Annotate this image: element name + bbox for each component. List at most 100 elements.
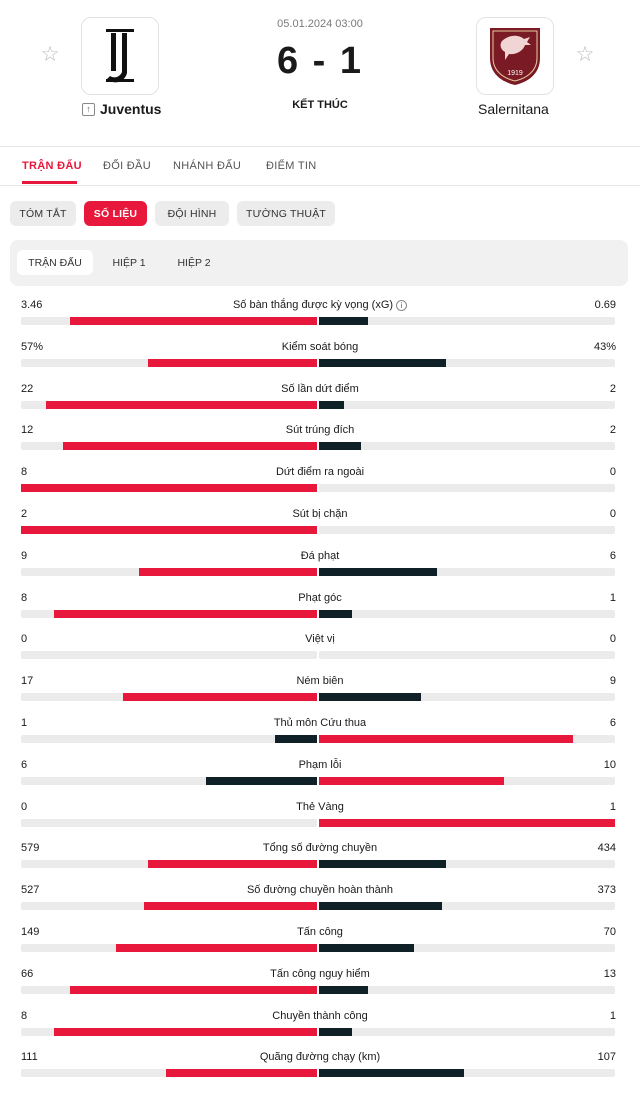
stat-home-value: 57% <box>21 341 44 353</box>
stat-row: 111 Quãng đường chạy (km) 107 <box>0 1042 640 1084</box>
stat-away-bar-track <box>319 317 615 325</box>
stat-home-value: 579 <box>21 842 40 854</box>
stat-away-value: 6 <box>609 550 616 562</box>
stat-row: 6 Phạm lỗi 10 <box>0 750 640 792</box>
stat-row: 12 Sút trúng đích 2 <box>0 415 640 457</box>
stat-home-bar-track <box>21 986 317 994</box>
stat-label: Phạm lỗi <box>120 759 520 771</box>
subtab-summary[interactable]: TÓM TẮT <box>10 201 76 226</box>
stat-home-value: 17 <box>21 675 34 687</box>
stat-label: Thẻ Vàng <box>120 801 520 813</box>
stat-home-value: 527 <box>21 884 40 896</box>
stat-home-bar <box>21 484 317 492</box>
stat-home-value: 2 <box>21 508 28 520</box>
stat-away-bar <box>319 986 368 994</box>
period-first-half[interactable]: HIỆP 1 <box>112 256 146 269</box>
stat-home-bar-track <box>21 610 317 618</box>
stat-away-bar-track <box>319 860 615 868</box>
stat-home-bar-track <box>21 902 317 910</box>
stat-away-bar <box>319 735 573 743</box>
stat-home-value: 149 <box>21 926 40 938</box>
stat-home-bar <box>144 902 317 910</box>
stat-home-value: 9 <box>21 550 28 562</box>
stat-away-bar <box>319 819 615 827</box>
stat-home-value: 12 <box>21 424 34 436</box>
match-status: KẾT THÚC <box>292 99 348 111</box>
stat-label-text: Tấn công <box>297 926 343 938</box>
stat-away-value: 2 <box>609 383 616 395</box>
stat-label-text: Số đường chuyền hoàn thành <box>246 884 394 896</box>
stat-row: 9 Đá phạt 6 <box>0 541 640 583</box>
home-team-logo[interactable] <box>81 17 159 95</box>
tab-bracket[interactable]: NHÁNH ĐẤU <box>173 160 242 172</box>
stat-home-value: 8 <box>21 592 28 604</box>
tab-head-to-head[interactable]: ĐỐI ĐẦU <box>103 160 151 172</box>
stat-label: Tấn công nguy hiểm <box>120 968 520 980</box>
stat-home-value: 8 <box>21 1010 28 1022</box>
stat-label-text: Phạm lỗi <box>298 759 342 771</box>
away-team-logo[interactable]: 1919 <box>476 17 554 95</box>
tab-news[interactable]: ĐIỂM TIN <box>266 160 317 172</box>
home-team-name[interactable]: ↑ Juventus <box>82 101 161 117</box>
stat-home-bar-track <box>21 944 317 952</box>
stat-home-bar-track <box>21 1028 317 1036</box>
stat-row: 2 Sút bị chặn 0 <box>0 499 640 541</box>
stat-home-bar-track <box>21 526 317 534</box>
stat-away-bar-track <box>319 1069 615 1077</box>
stat-home-bar <box>166 1069 317 1077</box>
stat-away-bar-track <box>319 568 615 576</box>
stat-row: 579 Tổng số đường chuyền 434 <box>0 833 640 875</box>
stat-label-text: Tổng số đường chuyền <box>262 842 378 854</box>
stat-home-bar-track <box>21 735 317 743</box>
stat-label: Việt vị <box>120 633 520 645</box>
subtab-lineups[interactable]: ĐỘI HÌNH <box>155 201 229 226</box>
stat-row: 8 Phạt góc 1 <box>0 583 640 625</box>
stat-away-bar-track <box>319 777 615 785</box>
tab-match[interactable]: TRẬN ĐẤU <box>22 160 82 172</box>
stat-away-value: 1 <box>609 801 616 813</box>
stat-away-bar-track <box>319 944 615 952</box>
stat-away-bar-track <box>319 693 615 701</box>
info-icon[interactable]: i <box>396 299 408 311</box>
stat-away-bar <box>319 944 414 952</box>
stat-away-value: 43% <box>593 341 616 353</box>
stat-label-text: Dứt điểm ra ngoài <box>275 466 365 478</box>
stat-row: 149 Tấn công 70 <box>0 917 640 959</box>
stat-home-value: 3.46 <box>21 299 43 311</box>
stat-label-text: Kiểm soát bóng <box>281 341 359 353</box>
stat-home-value: 66 <box>21 968 34 980</box>
stat-away-value: 373 <box>597 884 616 896</box>
away-team-name[interactable]: Salernitana <box>478 101 549 117</box>
stat-label-text: Sút bị chặn <box>292 508 348 520</box>
stat-label-text: Quãng đường chạy (km) <box>259 1051 381 1063</box>
stat-home-bar <box>206 777 317 785</box>
stat-home-value: 0 <box>21 633 28 645</box>
stat-home-bar <box>70 986 317 994</box>
favorite-home-star-icon[interactable]: ☆ <box>40 43 60 66</box>
subtab-commentary[interactable]: TƯỜNG THUẬT <box>237 201 335 226</box>
stat-home-bar <box>139 568 317 576</box>
stat-home-bar-track <box>21 401 317 409</box>
stat-label: Sút trúng đích <box>120 424 520 436</box>
match-date: 05.01.2024 03:00 <box>277 18 363 30</box>
stat-row: 0 Thẻ Vàng 1 <box>0 792 640 834</box>
stat-away-bar <box>319 693 421 701</box>
stat-row: 1 Thủ môn Cứu thua 6 <box>0 708 640 750</box>
stat-home-bar-track <box>21 693 317 701</box>
stat-away-bar-track <box>319 902 615 910</box>
stat-home-bar-track <box>21 777 317 785</box>
stat-label: Dứt điểm ra ngoài <box>120 466 520 478</box>
stat-label: Số đường chuyền hoàn thành <box>120 884 520 896</box>
active-tab-indicator <box>22 181 77 184</box>
stat-home-bar-track <box>21 568 317 576</box>
subtab-stats[interactable]: SỐ LIỆU <box>84 201 147 226</box>
stat-label: Ném biên <box>120 675 520 687</box>
period-full-match[interactable]: TRẬN ĐẤU <box>17 250 93 275</box>
stat-away-bar <box>319 317 368 325</box>
stat-home-bar-track <box>21 860 317 868</box>
favorite-away-star-icon[interactable]: ☆ <box>575 43 595 66</box>
stat-home-bar-track <box>21 317 317 325</box>
stat-home-bar-track <box>21 442 317 450</box>
stat-label: Quãng đường chạy (km) <box>120 1051 520 1063</box>
period-second-half[interactable]: HIỆP 2 <box>177 256 211 269</box>
